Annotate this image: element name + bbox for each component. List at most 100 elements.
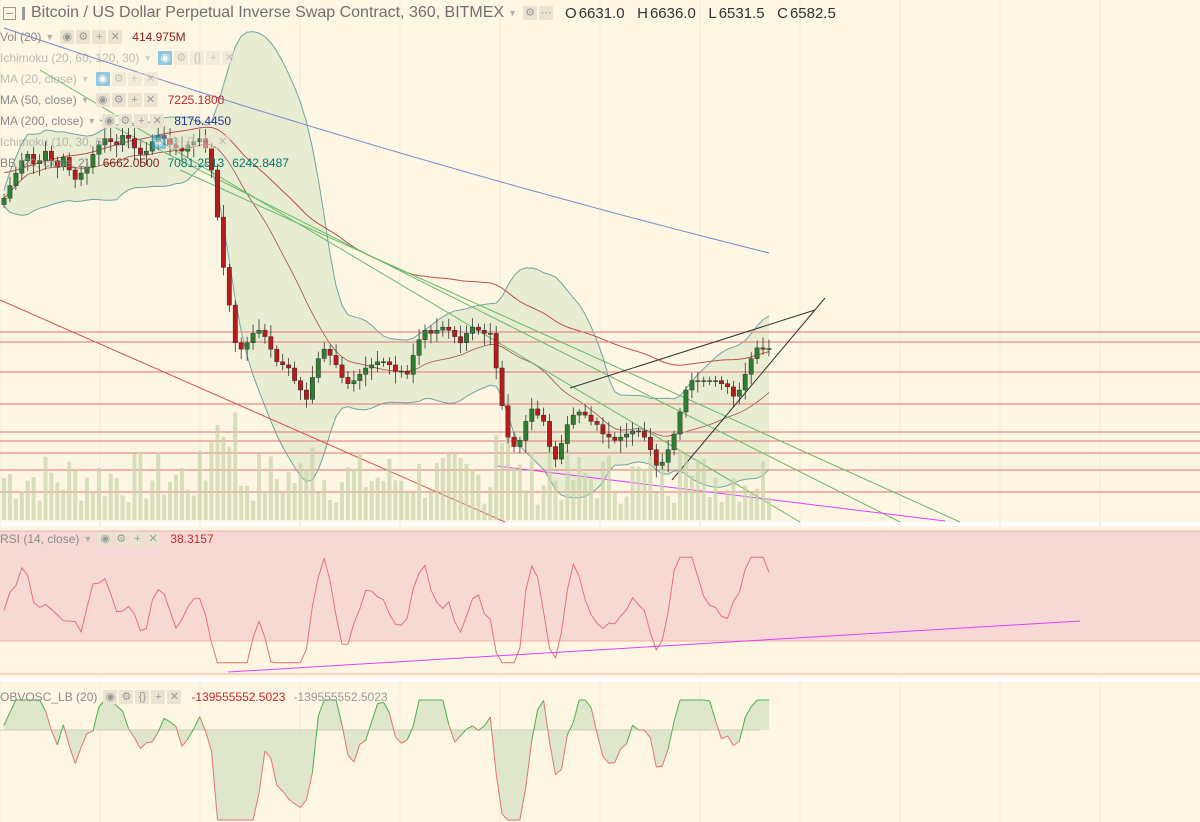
obv-line-segment bbox=[116, 705, 123, 712]
volume-bar bbox=[2, 478, 6, 520]
obv-line-segment bbox=[656, 765, 663, 768]
obv-line-segment bbox=[733, 741, 740, 746]
close-icon[interactable]: ✕ bbox=[146, 532, 161, 546]
low-value: 6531.5 bbox=[718, 4, 765, 22]
candle-up bbox=[410, 355, 416, 375]
settings-icon[interactable]: ⚙ bbox=[111, 93, 126, 107]
obv-line-segment bbox=[501, 813, 509, 821]
close-icon[interactable]: ✕ bbox=[150, 114, 165, 128]
settings-icon[interactable]: ⚙ bbox=[523, 6, 538, 20]
add-icon[interactable]: + bbox=[92, 30, 107, 44]
chevron-down-icon[interactable]: ▼ bbox=[143, 53, 153, 63]
chevron-down-icon[interactable]: ▼ bbox=[80, 74, 90, 84]
eye-icon[interactable]: ◉ bbox=[95, 72, 110, 86]
candle-up bbox=[310, 377, 315, 400]
obv-line-segment bbox=[62, 724, 70, 746]
obv-line-segment bbox=[715, 720, 722, 740]
add-icon[interactable]: + bbox=[127, 93, 142, 107]
obv-line-segment bbox=[282, 790, 290, 800]
eye-icon[interactable]: ◉ bbox=[60, 30, 75, 44]
volume-bar bbox=[743, 485, 748, 520]
eye-icon[interactable]: ◉ bbox=[95, 93, 110, 107]
bb-label[interactable]: BB (20, close, 2) bbox=[0, 156, 89, 170]
collapse-icon[interactable] bbox=[3, 6, 16, 20]
chevron-down-icon[interactable]: ▼ bbox=[83, 534, 93, 544]
ma50-controls: ◉ ⚙ + ✕ bbox=[95, 93, 160, 107]
candle-down bbox=[226, 267, 232, 306]
volume-bar bbox=[624, 496, 629, 520]
ma20-legend: MA (20, close) ▼ ◉ ⚙ + ✕ bbox=[0, 72, 160, 86]
obv-label[interactable]: OBVOSC_LB (20) bbox=[0, 690, 98, 704]
settings-icon[interactable]: ⚙ bbox=[111, 72, 126, 86]
chevron-down-icon[interactable]: ▼ bbox=[136, 137, 146, 147]
candle-up bbox=[671, 433, 677, 450]
candle-up bbox=[487, 333, 493, 335]
source-icon[interactable]: {} bbox=[190, 51, 205, 65]
ma200-label[interactable]: MA (200, close) bbox=[0, 114, 84, 128]
add-icon[interactable]: + bbox=[127, 72, 142, 86]
settings-icon[interactable]: ⚙ bbox=[76, 30, 91, 44]
volume-bar bbox=[500, 443, 505, 520]
volume-bar bbox=[334, 502, 339, 520]
close-icon[interactable]: ✕ bbox=[143, 72, 158, 86]
close-icon[interactable]: ✕ bbox=[108, 30, 123, 44]
settings-icon[interactable]: ⚙ bbox=[119, 690, 134, 704]
eye-icon[interactable]: ◉ bbox=[158, 51, 173, 65]
obv-line-segment bbox=[305, 772, 313, 800]
candle-up bbox=[517, 440, 523, 447]
settings-icon[interactable]: ⚙ bbox=[118, 114, 133, 128]
more-icon[interactable]: ⋯ bbox=[539, 6, 554, 20]
eye-icon[interactable]: ◉ bbox=[151, 135, 166, 149]
eye-icon[interactable]: ◉ bbox=[102, 114, 117, 128]
symbol-title[interactable]: Bitcoin / US Dollar Perpetual Inverse Sw… bbox=[31, 4, 505, 21]
source-icon[interactable]: {} bbox=[183, 135, 198, 149]
add-icon[interactable]: + bbox=[206, 51, 221, 65]
ma50-label[interactable]: MA (50, close) bbox=[0, 93, 77, 107]
add-icon[interactable]: + bbox=[199, 135, 214, 149]
ichimoku-b-label[interactable]: Ichimoku (10, 30, 60, 30) bbox=[0, 135, 133, 149]
vol-label[interactable]: Vol (20) bbox=[0, 30, 42, 44]
candle-up bbox=[636, 430, 641, 433]
chevron-down-icon[interactable]: ▼ bbox=[87, 116, 97, 126]
rsi-range-band bbox=[0, 531, 1200, 641]
volume-bar bbox=[168, 481, 172, 520]
volume-bar bbox=[583, 472, 588, 520]
flag-icon[interactable] bbox=[22, 6, 25, 20]
eye-icon[interactable]: ◉ bbox=[98, 532, 113, 546]
obv-line-segment bbox=[300, 799, 307, 808]
rsi-label[interactable]: RSI (14, close) bbox=[0, 532, 80, 546]
obv-line-segment bbox=[703, 699, 710, 702]
candle-down bbox=[238, 342, 244, 350]
eye-icon[interactable]: ◉ bbox=[103, 690, 118, 704]
settings-icon[interactable]: ⚙ bbox=[114, 532, 129, 546]
add-icon[interactable]: + bbox=[151, 690, 166, 704]
close-icon[interactable]: ✕ bbox=[167, 690, 182, 704]
close-icon[interactable]: ✕ bbox=[215, 135, 230, 149]
ma20-label[interactable]: MA (20, close) bbox=[0, 72, 77, 86]
volume-bar bbox=[174, 474, 178, 520]
obv-line-segment bbox=[466, 725, 473, 730]
volume-bar bbox=[322, 480, 327, 520]
volume-bar bbox=[565, 450, 570, 520]
settings-icon[interactable]: ⚙ bbox=[167, 135, 182, 149]
settings-icon[interactable]: ⚙ bbox=[174, 51, 189, 65]
chevron-down-icon[interactable]: ▼ bbox=[80, 95, 90, 105]
obv-line-segment bbox=[649, 737, 657, 768]
close-icon[interactable]: ✕ bbox=[222, 51, 237, 65]
ichimoku-a-label[interactable]: Ichimoku (20, 60, 120, 30) bbox=[0, 51, 140, 65]
chevron-down-icon[interactable]: ▼ bbox=[508, 8, 518, 18]
candle-up bbox=[701, 380, 707, 382]
obv-line-segment bbox=[395, 736, 402, 744]
obv-line-segment bbox=[347, 754, 355, 763]
add-icon[interactable]: + bbox=[134, 114, 149, 128]
volume-bar bbox=[642, 468, 647, 520]
rsi-value: 38.3157 bbox=[170, 532, 214, 546]
candle-up bbox=[754, 347, 760, 359]
close-icon[interactable]: ✕ bbox=[143, 93, 158, 107]
source-icon[interactable]: {} bbox=[135, 690, 150, 704]
add-icon[interactable]: + bbox=[130, 532, 145, 546]
volume-bar bbox=[90, 492, 95, 520]
chevron-down-icon[interactable]: ▼ bbox=[45, 32, 55, 42]
volume-bar bbox=[345, 467, 350, 520]
obv-line-segment bbox=[495, 774, 503, 815]
